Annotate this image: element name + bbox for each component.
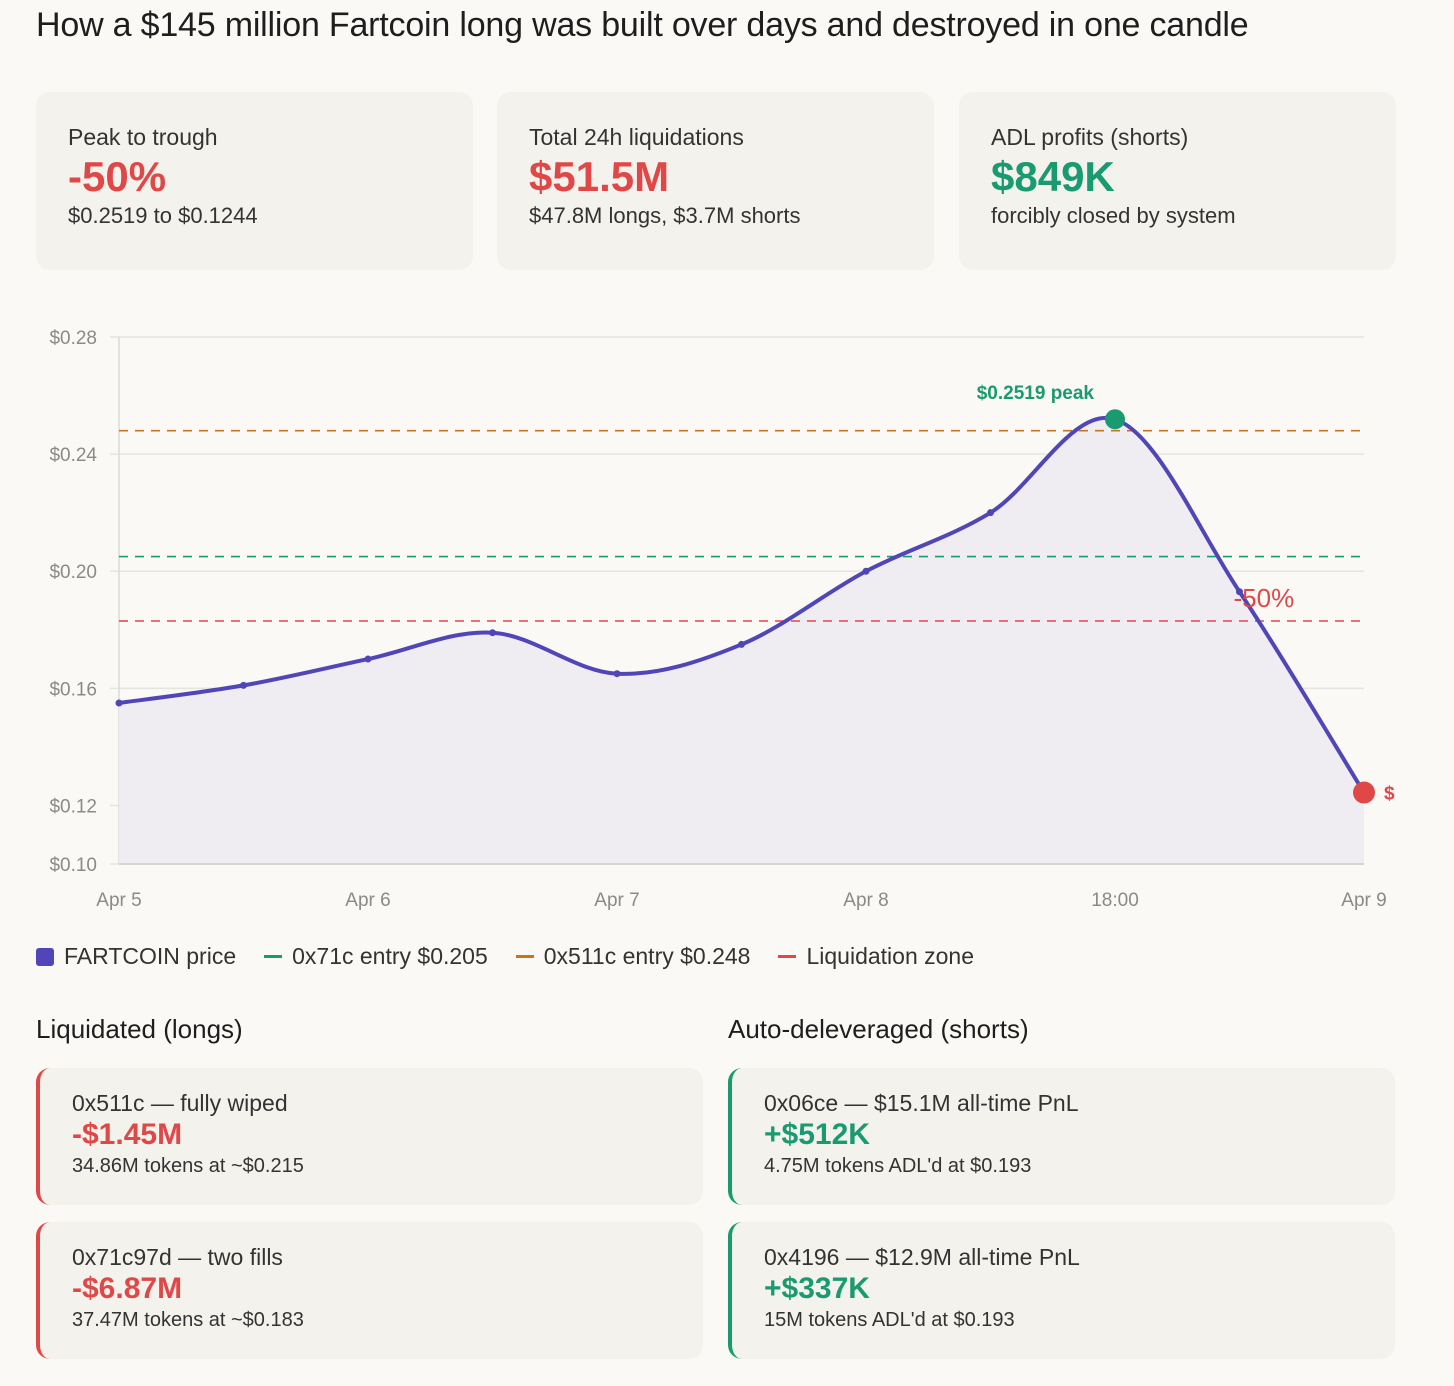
liquidated-card: 0x511c — fully wiped -$1.45M 34.86M toke…	[36, 1068, 703, 1205]
x-tick-label: Apr 8	[843, 890, 888, 911]
card-value: +$512K	[764, 1118, 870, 1151]
card-label: 0x4196 — $12.9M all-time PnL	[764, 1244, 1080, 1270]
card-value: -$1.45M	[72, 1118, 183, 1151]
legend-item-71c-entry: 0x71c entry $0.205	[264, 943, 488, 970]
y-tick-label: $0.24	[49, 445, 97, 466]
price-point	[115, 699, 123, 707]
card-label: 0x06ce — $15.1M all-time PnL	[764, 1090, 1079, 1116]
card-value: -$6.87M	[72, 1272, 183, 1305]
drop-annotation: -50%	[1234, 583, 1295, 613]
y-tick-label: $0.12	[49, 796, 97, 817]
trough-marker	[1353, 781, 1375, 804]
peak-annotation: $0.2519 peak	[977, 383, 1095, 404]
legend-item-511c-entry: 0x511c entry $0.248	[515, 943, 751, 970]
card-sub: 34.86M tokens at ~$0.215	[72, 1155, 304, 1177]
stat-card-adl-profits: ADL profits (shorts) $849K forcibly clos…	[959, 92, 1396, 270]
legend-label: Liquidation zone	[806, 943, 975, 969]
y-tick-label: $0.16	[49, 679, 97, 700]
legend-label: 0x511c entry $0.248	[543, 943, 751, 969]
adl-card: 0x4196 — $12.9M all-time PnL +$337K 15M …	[728, 1222, 1395, 1359]
price-point	[613, 670, 621, 678]
card-sub: 4.75M tokens ADL'd at $0.193	[764, 1155, 1032, 1177]
card-sub: 37.47M tokens at ~$0.183	[72, 1309, 304, 1331]
price-point	[987, 509, 994, 517]
stat-sub: $0.2519 to $0.1244	[68, 203, 258, 228]
stat-sub: $47.8M longs, $3.7M shorts	[529, 203, 801, 228]
legend-item-price: FARTCOIN price	[36, 943, 236, 970]
stat-value: $849K	[991, 153, 1115, 200]
y-tick-label: $0.28	[49, 328, 97, 349]
price-point	[738, 640, 745, 648]
price-point	[862, 567, 870, 575]
section-heading-adl: Auto-deleveraged (shorts)	[728, 1014, 1029, 1044]
stat-card-peak-to-trough: Peak to trough -50% $0.2519 to $0.1244	[36, 92, 473, 270]
legend-swatch	[264, 955, 283, 958]
legend-label: 0x71c entry $0.205	[292, 943, 488, 969]
legend-swatch	[36, 947, 54, 966]
price-point	[1236, 588, 1243, 596]
legend-swatch	[515, 955, 534, 958]
trough-annotation: $	[1384, 784, 1395, 805]
chart-legend: FARTCOIN price 0x71c entry $0.205 0x511c…	[36, 943, 974, 970]
card-label: 0x511c — fully wiped	[72, 1090, 288, 1116]
page-title: How a $145 million Fartcoin long was bui…	[36, 6, 1249, 44]
price-point	[364, 655, 372, 663]
liquidated-card: 0x71c97d — two fills -$6.87M 37.47M toke…	[36, 1222, 703, 1359]
stat-value: -50%	[68, 153, 167, 200]
adl-card: 0x06ce — $15.1M all-time PnL +$512K 4.75…	[728, 1068, 1395, 1205]
stat-label: Total 24h liquidations	[529, 124, 744, 150]
x-tick-label: Apr 9	[1341, 890, 1386, 911]
legend-item-liquidation-zone: Liquidation zone	[778, 943, 974, 970]
peak-marker	[1105, 409, 1125, 430]
section-heading-liquidated: Liquidated (longs)	[36, 1014, 243, 1044]
price-line	[117, 415, 1366, 795]
legend-label: FARTCOIN price	[64, 943, 237, 969]
x-tick-label: Apr 7	[594, 890, 639, 911]
y-tick-label: $0.10	[49, 855, 97, 876]
stat-card-total-liquidations: Total 24h liquidations $51.5M $47.8M lon…	[497, 92, 934, 270]
legend-swatch	[778, 955, 797, 958]
card-label: 0x71c97d — two fills	[72, 1244, 283, 1270]
stat-sub: forcibly closed by system	[991, 203, 1236, 228]
price-point	[489, 629, 496, 637]
y-tick-label: $0.20	[49, 562, 97, 583]
price-area	[119, 417, 1364, 864]
price-chart: $0.28 $0.24 $0.20 $0.16 $0.12 $0.10 Apr 5 Apr 6…	[49, 328, 1395, 911]
x-tick-label: Apr 6	[345, 890, 390, 911]
stat-label: ADL profits (shorts)	[991, 124, 1189, 150]
stat-value: $51.5M	[529, 153, 670, 200]
x-tick-label: Apr 5	[96, 890, 141, 911]
stat-label: Peak to trough	[68, 124, 218, 150]
card-sub: 15M tokens ADL'd at $0.193	[764, 1309, 1015, 1331]
price-point	[240, 681, 247, 689]
x-tick-label: 18:00	[1091, 890, 1139, 911]
card-value: +$337K	[764, 1272, 870, 1305]
